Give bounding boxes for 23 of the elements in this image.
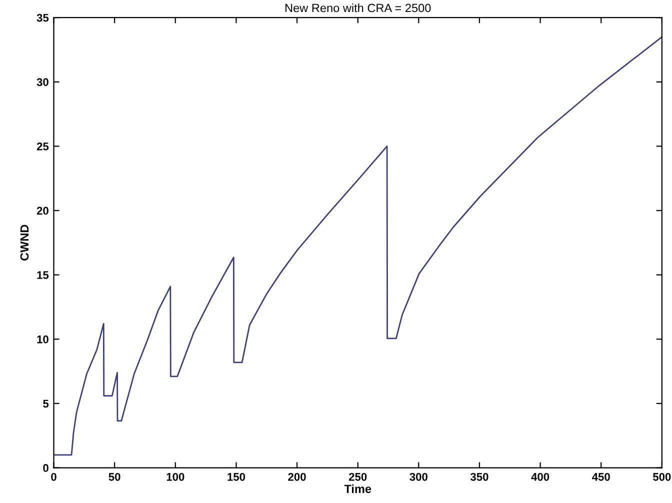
y-tick-label: 10 (37, 335, 48, 344)
x-tick-label: 300 (410, 472, 428, 481)
y-tick-label: 15 (37, 271, 49, 279)
chart-title: New Reno with CRA = 2500 (285, 3, 431, 12)
x-tick-label: 50 (108, 472, 120, 481)
y-tick-label: 0 (43, 464, 48, 472)
x-tick-label: 400 (531, 472, 550, 481)
y-axis-title: CWND (20, 224, 29, 261)
x-axis-title: Time (344, 484, 372, 494)
x-tick-label: 350 (470, 472, 488, 481)
y-tick-label: 35 (36, 14, 49, 22)
x-tick-label: 0 (51, 472, 56, 481)
line-series (54, 36, 662, 456)
x-tick-label: 500 (652, 472, 671, 481)
y-tick-label: 5 (43, 400, 49, 408)
x-tick-label: 450 (592, 472, 610, 481)
y-tick-label: 25 (36, 142, 49, 150)
x-tick-label: 100 (166, 472, 184, 481)
x-tick-label: 250 (348, 472, 367, 481)
y-tick-label: 20 (36, 206, 48, 215)
x-tick-label: 150 (228, 472, 246, 481)
x-tick-label: 200 (288, 472, 306, 481)
y-tick-label: 30 (36, 78, 48, 86)
